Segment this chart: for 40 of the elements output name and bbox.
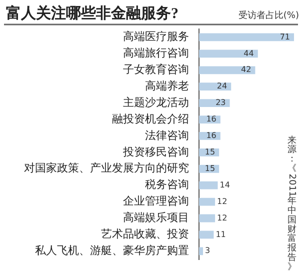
- bar: [199, 99, 230, 108]
- y-tick-label: 税务咨询: [145, 178, 189, 192]
- y-tick-label: 高端娱乐项目: [123, 211, 189, 224]
- data-label: 15: [204, 164, 216, 173]
- data-label: 24: [216, 82, 228, 91]
- y-tick-label: 法律咨询: [145, 128, 189, 142]
- bar: [199, 66, 256, 74]
- x-axis-title: 受访者占比(%): [238, 10, 299, 21]
- bar: [199, 198, 216, 206]
- data-label: 16: [206, 131, 216, 140]
- data-label: 14: [220, 180, 230, 190]
- data-label: 15: [204, 148, 216, 157]
- bar: [199, 247, 204, 256]
- y-tick-label: 融投资机会介绍: [112, 112, 189, 126]
- y-tick-label: 高端旅行咨询: [123, 46, 189, 60]
- y-tick-label: 高端养老: [145, 79, 189, 92]
- bar: [199, 33, 294, 42]
- y-tick-label: 私人飞机、游艇、豪华房产购置: [35, 244, 189, 258]
- bar: [199, 50, 258, 58]
- data-label: 71: [280, 32, 290, 42]
- y-tick-label: 子女教育咨询: [123, 63, 189, 76]
- y-tick-label: 主题沙龙活动: [123, 96, 189, 109]
- y-tick-label: 投资移民咨询: [122, 145, 189, 158]
- chart-title: 富人关注哪些非金融服务?: [6, 4, 178, 22]
- data-label: 16: [206, 114, 216, 124]
- data-label: 12: [217, 196, 228, 206]
- text: 来源：《2011年中国财富报告》: [286, 136, 297, 272]
- data-label: 3: [205, 246, 210, 256]
- data-label: 12: [217, 213, 228, 222]
- y-tick-label: 艺术品收藏、投资: [101, 228, 189, 241]
- data-label: 23: [216, 98, 226, 108]
- data-label: 44: [244, 48, 254, 58]
- data-label: 11: [216, 230, 226, 239]
- bar: [199, 181, 218, 190]
- y-tick-label: 企业管理咨询: [123, 194, 189, 208]
- y-tick-label: 高端医疗服务: [123, 30, 189, 44]
- data-label: 42: [241, 65, 252, 74]
- y-tick-label: 对国家政策、产业发展方向的研究: [24, 162, 189, 175]
- bar: [199, 230, 214, 239]
- bar: [199, 214, 216, 222]
